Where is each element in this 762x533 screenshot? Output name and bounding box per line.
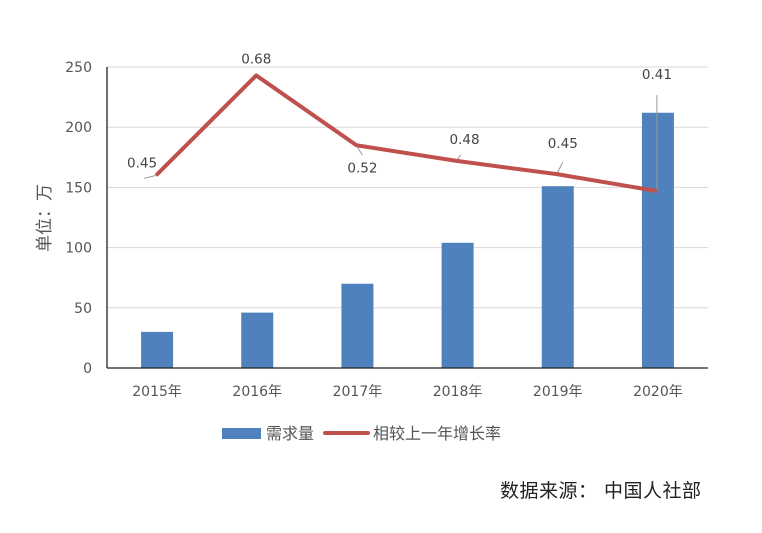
x-tick-label: 2019年 [533, 384, 583, 400]
y-axis-ticks: 0 50 100 150 200 250 [65, 60, 92, 377]
line-data-label: 0.45 [127, 155, 157, 171]
bar [341, 283, 374, 368]
x-axis-ticks: 2015年 2016年 2017年 2018年 2019年 2020年 [132, 384, 682, 400]
x-tick-label: 2020年 [633, 384, 683, 400]
y-tick-label: 100 [65, 241, 92, 257]
line-data-label: 0.68 [241, 51, 271, 67]
bar [441, 242, 474, 368]
y-tick-label: 150 [65, 180, 92, 196]
y-tick-label: 0 [83, 361, 92, 377]
y-axis-label: 单位：万 [35, 184, 55, 252]
x-tick-label: 2016年 [232, 384, 282, 400]
legend-bar-label: 需求量 [266, 424, 314, 443]
data-source-note: 数据来源： 中国人社部 [500, 480, 702, 502]
y-tick-label: 250 [65, 60, 92, 76]
x-tick-label: 2017年 [333, 384, 383, 400]
legend-bar-swatch [222, 428, 261, 439]
legend-line-label: 相较上一年增长率 [373, 424, 501, 443]
line-data-label: 0.52 [347, 160, 377, 176]
growth-rate-line [154, 73, 658, 193]
bar [241, 312, 274, 368]
bar-series [141, 112, 674, 368]
y-tick-label: 50 [74, 301, 92, 317]
bar [541, 186, 574, 368]
line-data-label: 0.45 [548, 136, 578, 152]
legend: 需求量 相较上一年增长率 [222, 424, 501, 443]
y-tick-label: 200 [65, 120, 92, 136]
gridlines [107, 66, 708, 309]
line-data-label: 0.48 [450, 132, 480, 148]
line-data-label: 0.41 [642, 67, 672, 83]
x-tick-label: 2015年 [132, 384, 182, 400]
bar [141, 331, 174, 368]
x-tick-label: 2018年 [433, 384, 483, 400]
label-leader-lines [143, 95, 658, 192]
bar [641, 112, 674, 368]
line-data-labels: 0.45 0.68 0.52 0.48 0.45 0.41 [127, 51, 672, 176]
